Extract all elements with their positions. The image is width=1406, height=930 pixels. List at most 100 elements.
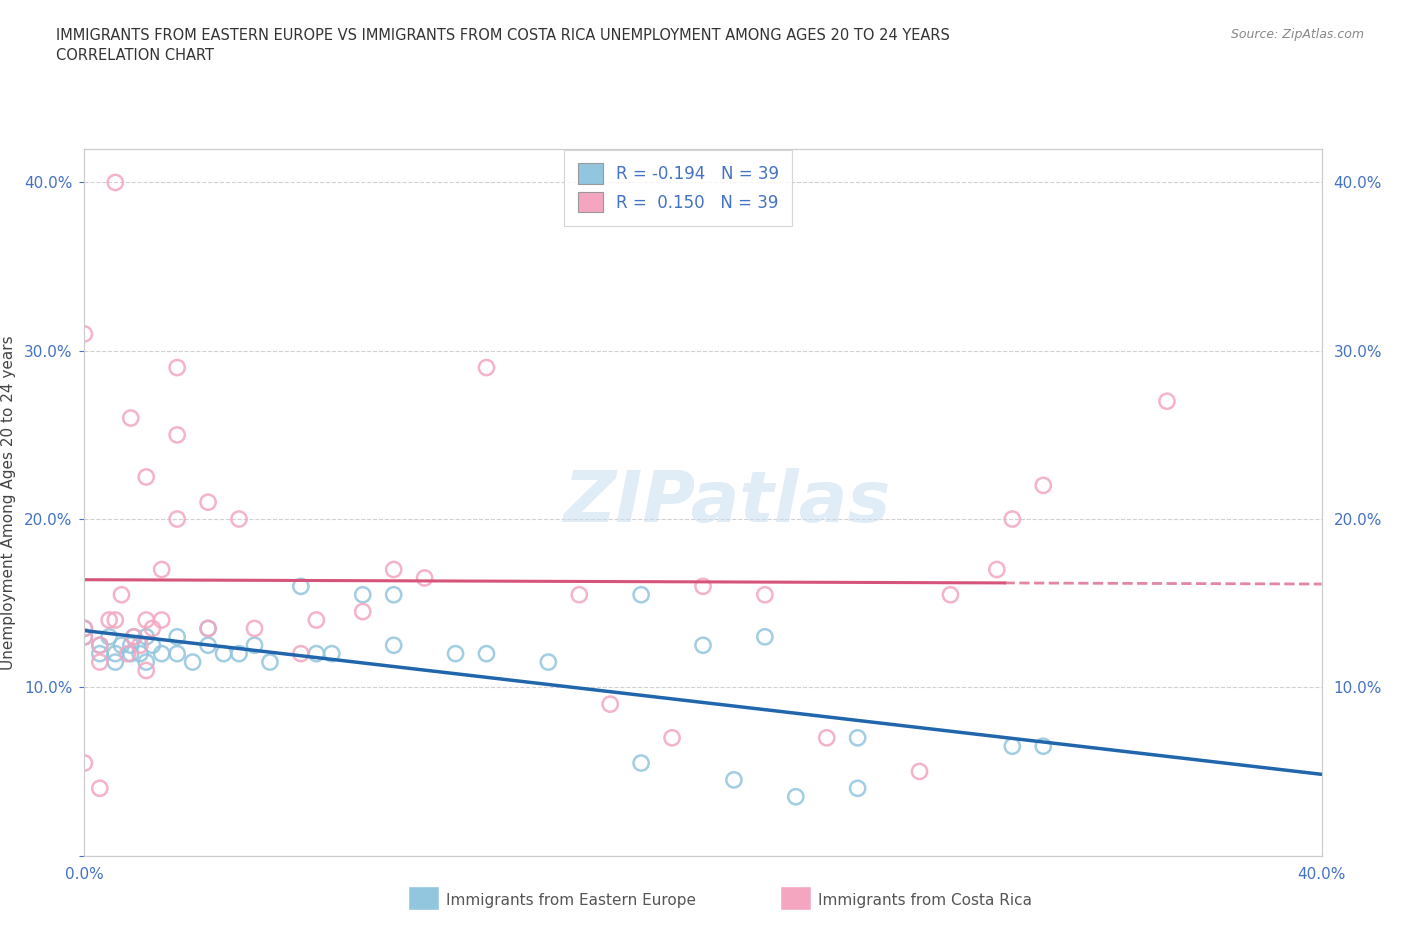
Point bbox=[135, 655, 157, 670]
Point bbox=[135, 470, 157, 485]
Legend: R = -0.194   N = 39, R =  0.150   N = 39: R = -0.194 N = 39, R = 0.150 N = 39 bbox=[564, 150, 792, 226]
Point bbox=[166, 512, 188, 526]
Point bbox=[382, 588, 405, 603]
Y-axis label: Unemployment Among Ages 20 to 24 years: Unemployment Among Ages 20 to 24 years bbox=[1, 335, 15, 670]
Point bbox=[599, 697, 621, 711]
Point bbox=[166, 630, 188, 644]
Point bbox=[305, 646, 328, 661]
Point bbox=[352, 588, 374, 603]
Text: CORRELATION CHART: CORRELATION CHART bbox=[56, 48, 214, 63]
Point bbox=[785, 790, 807, 804]
Text: Source: ZipAtlas.com: Source: ZipAtlas.com bbox=[1230, 28, 1364, 41]
Point bbox=[1156, 393, 1178, 408]
Point bbox=[444, 646, 467, 661]
Point bbox=[197, 621, 219, 636]
Point bbox=[1032, 478, 1054, 493]
Point bbox=[692, 638, 714, 653]
Point bbox=[305, 613, 328, 628]
Point bbox=[475, 646, 498, 661]
Point bbox=[150, 613, 173, 628]
Point bbox=[117, 646, 139, 661]
Point bbox=[413, 570, 436, 585]
Point bbox=[120, 638, 142, 653]
Point bbox=[89, 646, 111, 661]
Point bbox=[73, 630, 96, 644]
Point bbox=[166, 646, 188, 661]
Point bbox=[630, 755, 652, 770]
Point bbox=[815, 730, 838, 745]
Point bbox=[1001, 738, 1024, 753]
Point bbox=[129, 646, 152, 661]
Point bbox=[104, 646, 127, 661]
Point bbox=[73, 326, 96, 341]
Point bbox=[568, 588, 591, 603]
Point bbox=[166, 360, 188, 375]
Point bbox=[150, 562, 173, 577]
Point bbox=[104, 613, 127, 628]
Point bbox=[89, 655, 111, 670]
Point bbox=[475, 360, 498, 375]
Point bbox=[135, 663, 157, 678]
Text: Immigrants from Eastern Europe: Immigrants from Eastern Europe bbox=[446, 893, 696, 908]
Point bbox=[846, 781, 869, 796]
Point bbox=[197, 495, 219, 510]
Point bbox=[150, 646, 173, 661]
Point bbox=[73, 621, 96, 636]
Point bbox=[661, 730, 683, 745]
Point bbox=[382, 638, 405, 653]
Point bbox=[986, 562, 1008, 577]
Point bbox=[212, 646, 235, 661]
Point bbox=[110, 588, 132, 603]
Point bbox=[228, 512, 250, 526]
FancyBboxPatch shape bbox=[780, 886, 811, 910]
Point bbox=[939, 588, 962, 603]
Point bbox=[259, 655, 281, 670]
Text: Immigrants from Costa Rica: Immigrants from Costa Rica bbox=[818, 893, 1032, 908]
Point bbox=[846, 730, 869, 745]
Point bbox=[537, 655, 560, 670]
Point bbox=[352, 604, 374, 619]
FancyBboxPatch shape bbox=[408, 886, 439, 910]
Point bbox=[98, 630, 121, 644]
Point bbox=[135, 613, 157, 628]
Text: ZIPatlas: ZIPatlas bbox=[564, 468, 891, 537]
Point bbox=[630, 588, 652, 603]
Point bbox=[1001, 512, 1024, 526]
Point bbox=[1032, 738, 1054, 753]
Point bbox=[754, 588, 776, 603]
Point bbox=[141, 638, 163, 653]
Point bbox=[122, 630, 145, 644]
Point bbox=[89, 638, 111, 653]
Point bbox=[104, 175, 127, 190]
Point bbox=[129, 638, 152, 653]
Point bbox=[181, 655, 204, 670]
Point bbox=[73, 630, 96, 644]
Point bbox=[243, 621, 266, 636]
Point bbox=[135, 630, 157, 644]
Point bbox=[166, 428, 188, 443]
Point bbox=[692, 578, 714, 593]
Point bbox=[228, 646, 250, 661]
Point bbox=[110, 638, 132, 653]
Point bbox=[122, 630, 145, 644]
Text: IMMIGRANTS FROM EASTERN EUROPE VS IMMIGRANTS FROM COSTA RICA UNEMPLOYMENT AMONG : IMMIGRANTS FROM EASTERN EUROPE VS IMMIGR… bbox=[56, 28, 950, 43]
Point bbox=[754, 630, 776, 644]
Point bbox=[104, 655, 127, 670]
Point bbox=[98, 613, 121, 628]
Point bbox=[73, 755, 96, 770]
Point bbox=[197, 638, 219, 653]
Point bbox=[141, 621, 163, 636]
Point bbox=[908, 764, 931, 779]
Point bbox=[382, 562, 405, 577]
Point bbox=[89, 638, 111, 653]
Point bbox=[290, 646, 312, 661]
Point bbox=[723, 773, 745, 788]
Point bbox=[89, 781, 111, 796]
Point bbox=[73, 621, 96, 636]
Point bbox=[321, 646, 343, 661]
Point bbox=[243, 638, 266, 653]
Point bbox=[290, 578, 312, 593]
Point bbox=[197, 621, 219, 636]
Point bbox=[120, 411, 142, 426]
Point bbox=[120, 646, 142, 661]
